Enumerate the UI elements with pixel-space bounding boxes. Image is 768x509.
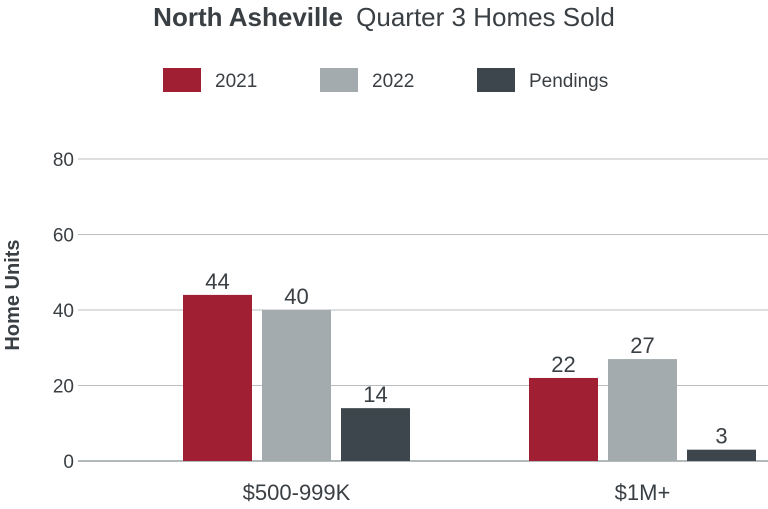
data-label: 27 (630, 333, 654, 358)
y-tick-label: 0 (63, 452, 74, 473)
bar (608, 359, 677, 461)
y-tick-label: 20 (53, 377, 74, 398)
chart-title-bold: North Asheville (153, 2, 343, 32)
data-label: 44 (205, 269, 229, 294)
chart-title-rest: Quarter 3 Homes Sold (356, 2, 615, 32)
x-tick-label: $1M+ (615, 480, 671, 505)
x-tick-label: $500-999K (243, 480, 351, 505)
bar (183, 294, 252, 461)
legend-swatch (163, 68, 201, 92)
data-label: 3 (715, 424, 727, 449)
legend-label: Pendings (529, 71, 608, 92)
bar (262, 310, 331, 461)
legend-swatch (477, 68, 515, 92)
data-label: 14 (363, 382, 387, 407)
y-axis-label: Home Units (2, 239, 24, 350)
legend: 2021 2022 Pendings (163, 68, 608, 92)
legend-swatch (320, 68, 358, 92)
y-axis-ticks: 0 20 40 60 80 (53, 150, 74, 473)
x-axis-ticks: $500-999K $1M+ (243, 480, 671, 505)
y-tick-label: 60 (53, 226, 74, 247)
legend-label: 2022 (372, 71, 414, 92)
bars: 44 40 14 22 27 3 (183, 269, 756, 461)
y-tick-label: 40 (53, 301, 74, 322)
bar (529, 377, 598, 461)
y-tick-label: 80 (53, 150, 74, 171)
data-label: 22 (551, 352, 575, 377)
bar (341, 408, 410, 461)
data-label: 40 (284, 284, 308, 309)
bar (687, 449, 756, 461)
legend-label: 2021 (215, 71, 257, 92)
chart-title: North Asheville Quarter 3 Homes Sold (153, 2, 615, 32)
